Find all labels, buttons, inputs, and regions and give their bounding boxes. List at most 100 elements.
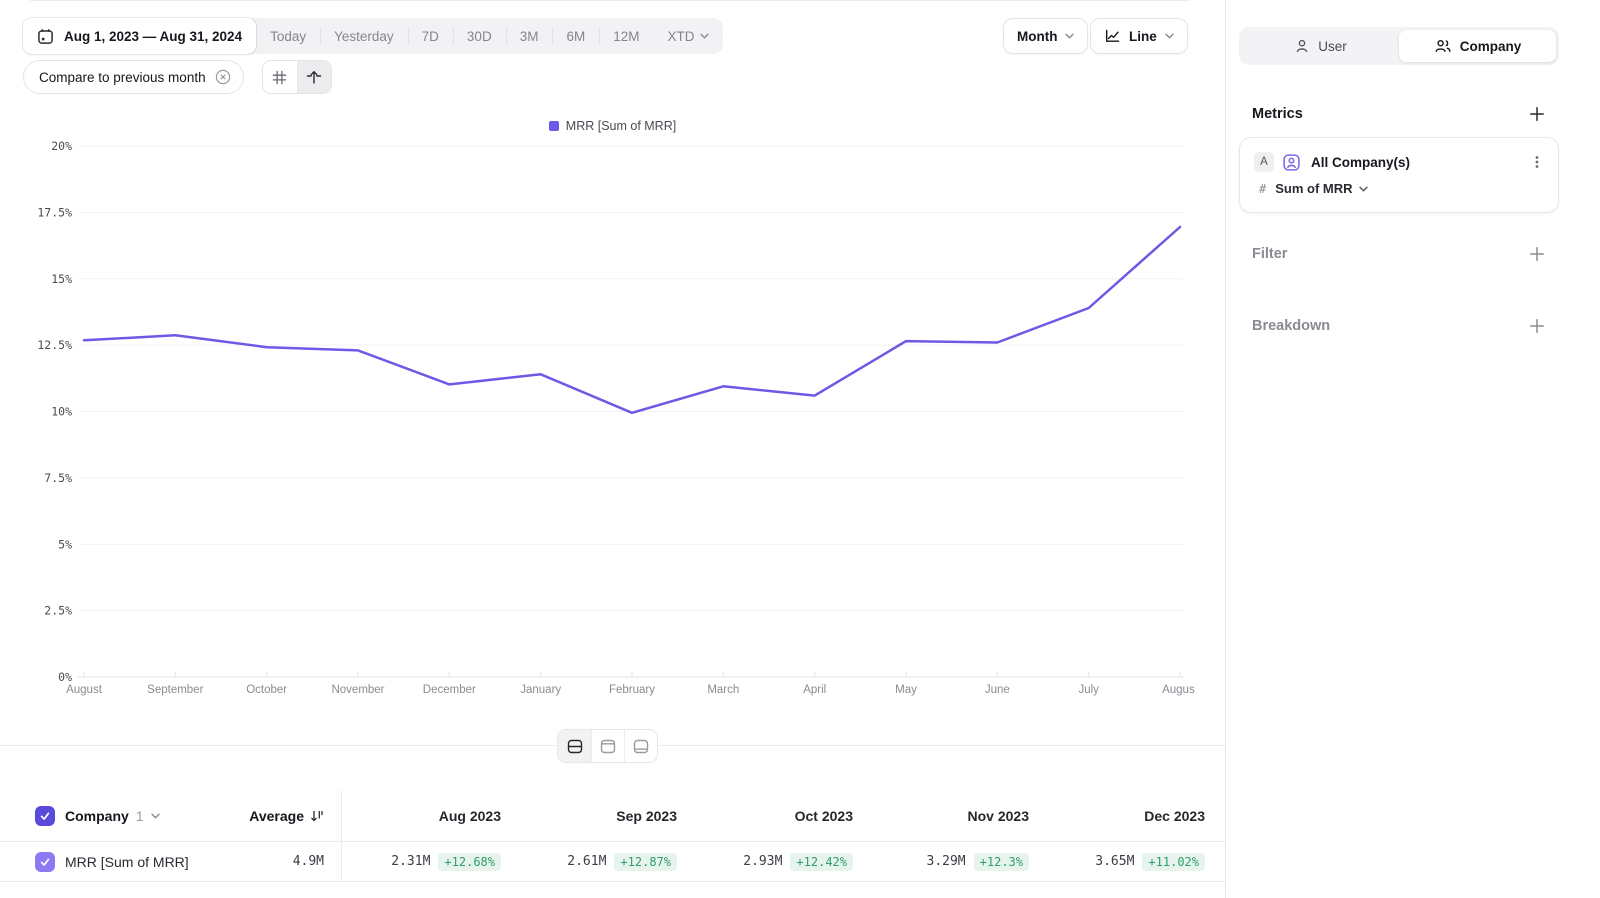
- mrr-value: 3.65M: [1095, 854, 1135, 869]
- x-axis-month-label: November: [331, 684, 384, 696]
- date-range-button[interactable]: Aug 1, 2023 — Aug 31, 2024: [23, 18, 257, 54]
- date-toolbar: Aug 1, 2023 — Aug 31, 2024 Today Yesterda…: [23, 18, 724, 54]
- calendar-icon: [37, 28, 54, 45]
- mrr-series-line[interactable]: [82, 225, 1182, 415]
- compare-chip[interactable]: Compare to previous month: [23, 60, 244, 94]
- add-breakdown-button[interactable]: [1529, 318, 1545, 334]
- x-axis-month-label: October: [246, 684, 287, 696]
- numeric-hash-icon: #: [1259, 181, 1267, 196]
- average-column-header[interactable]: Average: [219, 808, 324, 824]
- row-checkbox[interactable]: [35, 851, 55, 872]
- month-column-header: Nov 2023: [967, 807, 1029, 824]
- sort-icon: [310, 809, 324, 823]
- month-column-headers: Aug 2023 Sep 2023 Oct 2023 Nov 2023 Dec 2023: [345, 808, 1225, 824]
- plus-icon: [1530, 247, 1544, 261]
- preset-today[interactable]: Today: [256, 18, 320, 54]
- x-axis-month-label: August: [66, 684, 103, 696]
- compare-chip-label: Compare to previous month: [39, 69, 206, 85]
- entity-type-switch: User Company: [1239, 27, 1559, 65]
- top-divider: [30, 0, 1190, 1]
- granularity-label: Month: [1017, 28, 1058, 44]
- growth-badge: +12.42%: [790, 852, 853, 871]
- grid-toggle-button[interactable]: [262, 61, 297, 93]
- month-cell: 2.61M +12.87%: [521, 852, 697, 871]
- chart-type-dropdown[interactable]: Line: [1090, 18, 1188, 54]
- add-metric-button[interactable]: [1529, 106, 1545, 122]
- table-layout-icon: [633, 739, 649, 754]
- preset-xtd[interactable]: XTD: [653, 18, 723, 54]
- x-axis-month-label: September: [147, 684, 203, 696]
- y-axis-tick-label: 17.5%: [37, 205, 72, 219]
- chart-legend: MRR [Sum of MRR]: [0, 119, 1225, 133]
- entity-label: Company: [65, 807, 129, 824]
- metrics-title: Metrics: [1252, 106, 1303, 122]
- uplift-toggle-button[interactable]: [296, 61, 331, 93]
- x-axis-month-label: February: [609, 684, 655, 696]
- month-cell: 3.29M +12.3%: [873, 852, 1049, 871]
- check-icon: [40, 812, 50, 820]
- mrr-value: 2.93M: [743, 854, 783, 869]
- entity-selector[interactable]: Company 1: [65, 808, 219, 824]
- chart-option-toggles: [261, 60, 332, 94]
- line-chart-icon: [1104, 28, 1121, 44]
- preset-yesterday[interactable]: Yesterday: [320, 18, 408, 54]
- metric-series-badge: A: [1254, 152, 1274, 172]
- chart-area: 0% 2.5% 5% 7.5% 10% 12.5% 15% 17.5% 20% August Sep…: [0, 140, 1195, 706]
- kebab-icon: [1535, 156, 1539, 168]
- month-column-header: Oct 2023: [794, 807, 853, 824]
- growth-badge: +12.87%: [614, 852, 677, 871]
- preset-7d[interactable]: 7D: [407, 18, 453, 54]
- layout-chart-button[interactable]: [591, 730, 624, 762]
- row-average-value: 4.9M: [292, 854, 324, 869]
- select-all-checkbox[interactable]: [35, 805, 55, 826]
- company-contact-icon: [1282, 153, 1301, 172]
- metric-card-header: A All Company(s): [1254, 152, 1546, 172]
- layout-split-button[interactable]: [558, 730, 591, 762]
- preset-buttons: Today Yesterday 7D 30D 3M 6M 12M: [256, 18, 653, 54]
- chevron-down-icon: [700, 33, 710, 39]
- layout-table-button[interactable]: [624, 730, 657, 762]
- filter-title: Filter: [1252, 246, 1288, 262]
- arrow-up-line-icon: [306, 69, 322, 85]
- close-circle-icon[interactable]: [215, 69, 231, 85]
- tab-user[interactable]: User: [1242, 30, 1399, 62]
- preset-xtd-label: XTD: [667, 28, 695, 44]
- mrr-value: 2.31M: [391, 854, 431, 869]
- preset-30d[interactable]: 30D: [452, 18, 506, 54]
- preset-12m[interactable]: 12M: [599, 18, 653, 54]
- add-filter-button[interactable]: [1529, 246, 1545, 262]
- tab-company[interactable]: Company: [1399, 30, 1556, 62]
- column-divider: [341, 842, 342, 881]
- y-axis-tick-label: 7.5%: [44, 471, 72, 485]
- growth-badge: +12.68%: [438, 852, 501, 871]
- y-axis-tick-label: 12.5%: [37, 338, 72, 352]
- y-axis-tick-label: 15%: [51, 272, 72, 286]
- x-axis-month-label: March: [707, 684, 739, 696]
- tab-company-label: Company: [1459, 38, 1522, 54]
- granularity-dropdown[interactable]: Month: [1003, 18, 1089, 54]
- x-axis-month-label: June: [985, 684, 1010, 696]
- y-axis-tick-label: 20%: [51, 140, 72, 153]
- mrr-value: 2.61M: [567, 854, 607, 869]
- preset-3m[interactable]: 3M: [505, 18, 553, 54]
- preset-6m[interactable]: 6M: [552, 18, 599, 54]
- chevron-down-icon: [1065, 33, 1075, 39]
- growth-badge: +11.02%: [1142, 852, 1205, 871]
- entity-count: 1: [135, 807, 144, 824]
- chevron-down-icon: [1358, 186, 1368, 192]
- filter-section-header: Filter: [1252, 246, 1545, 262]
- month-cell: 2.93M +12.42%: [697, 852, 873, 871]
- table-header-row: Company 1 Average Aug 2023 Sep 2023 Oct 20…: [0, 790, 1225, 842]
- y-axis-tick-label: 0%: [58, 670, 72, 684]
- user-icon: [1294, 38, 1310, 54]
- breakdown-title: Breakdown: [1252, 318, 1331, 334]
- row-metric-label: MRR [Sum of MRR]: [65, 853, 189, 870]
- x-axis-month-label: May: [895, 684, 917, 696]
- chart-layout-icon: [600, 739, 616, 754]
- metric-options-button[interactable]: [1528, 152, 1546, 172]
- metric-table-row[interactable]: MRR [Sum of MRR] 4.9M 2.31M +12.68% 2.61M +…: [0, 842, 1225, 882]
- company-users-icon: [1434, 38, 1452, 54]
- aggregation-selector[interactable]: # Sum of MRR: [1259, 181, 1546, 196]
- chart-type-label: Line: [1129, 28, 1157, 44]
- metric-card[interactable]: A All Company(s) # Sum of MRR: [1239, 137, 1559, 213]
